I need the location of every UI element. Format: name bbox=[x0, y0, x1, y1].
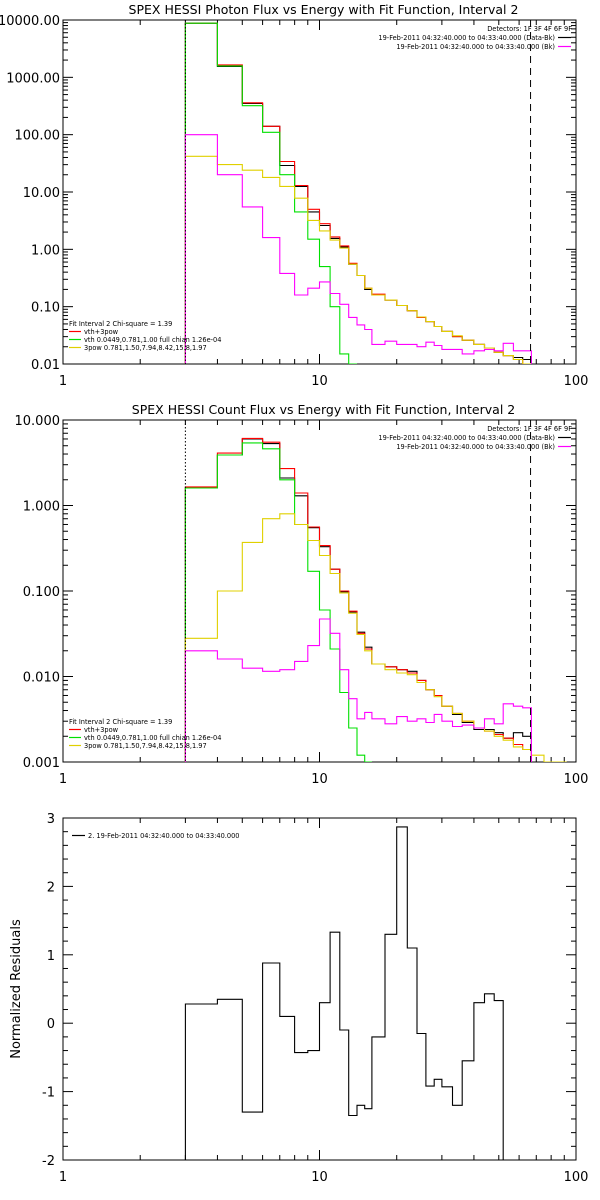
series-vth-3pow bbox=[184, 22, 532, 364]
series-3pow bbox=[184, 513, 567, 762]
y-tick-label: -1 bbox=[42, 1086, 55, 1101]
x-tick-label: 10 bbox=[311, 374, 328, 389]
legend-top-left: 2. 19-Feb-2011 04:32:40.000 to 04:33:40.… bbox=[72, 832, 240, 840]
series-data-bk bbox=[184, 22, 532, 364]
y-tick-label: 1.000 bbox=[23, 500, 60, 515]
y-tick-label: 10.00 bbox=[23, 186, 60, 201]
x-tick-label: 100 bbox=[564, 772, 589, 787]
series-3pow bbox=[184, 155, 532, 364]
series-group bbox=[184, 22, 532, 364]
x-tick-label: 100 bbox=[564, 1170, 589, 1185]
legend-detectors: Detectors: 1F 3F 4F 6F 9F bbox=[487, 25, 572, 33]
y-axis-label: Normalized Residuals bbox=[9, 919, 24, 1059]
y-axis: -2 -1 0 1 2 3 bbox=[42, 812, 576, 1169]
x-tick-label: 1 bbox=[59, 1170, 67, 1185]
legend-entry-label: vth 0.0449,0.781,1.00 full chian 1.26e-0… bbox=[84, 336, 221, 344]
legend-bottom-left: Fit Interval 2 Chi-square = 1.39vth+3pow… bbox=[69, 320, 221, 352]
y-tick-label: 10000.00 bbox=[0, 14, 60, 29]
legend-entry-label: 2. 19-Feb-2011 04:32:40.000 to 04:33:40.… bbox=[88, 832, 240, 840]
y-tick-label: 0.10 bbox=[31, 301, 60, 316]
y-axis: 0.01 0.10 1.00 10.00 100.00 1000.00 10000.00 bbox=[0, 14, 576, 373]
y-tick-label: 100.00 bbox=[15, 129, 61, 144]
y-axis: 0.001 0.010 0.100 1.000 10.000 bbox=[15, 414, 576, 771]
chart-title: SPEX HESSI Photon Flux vs Energy with Fi… bbox=[129, 2, 519, 17]
y-tick-label: 3 bbox=[47, 812, 55, 827]
x-tick-label: 10 bbox=[311, 1170, 328, 1185]
x-axis: 1 10 100 bbox=[59, 818, 589, 1185]
y-tick-label: 10.000 bbox=[15, 414, 61, 429]
y-tick-label: 0.010 bbox=[23, 671, 60, 686]
series-2-19-feb-2011-04-32-40-000-to-04-33-40-000 bbox=[184, 826, 504, 1160]
legend-entry-label: 19-Feb-2011 04:32:40.000 to 04:33:40.000… bbox=[378, 434, 555, 442]
legend-entry-label: 3pow 0.781,1.50,7.94,8.42,15.8,1.97 bbox=[84, 742, 207, 750]
y-tick-label: 0.01 bbox=[31, 358, 60, 373]
legend-entry-label: 19-Feb-2011 04:32:40.000 to 04:33:40.000… bbox=[396, 443, 555, 451]
y-tick-label: 1 bbox=[47, 949, 55, 964]
x-tick-label: 1 bbox=[59, 772, 67, 787]
y-tick-label: -2 bbox=[42, 1154, 55, 1169]
x-tick-label: 100 bbox=[564, 374, 589, 389]
legend-entry-label: vth 0.0449,0.781,1.00 full chian 1.26e-0… bbox=[84, 734, 221, 742]
legend-fit-header: Fit Interval 2 Chi-square = 1.39 bbox=[69, 320, 172, 328]
legend-entry-label: vth+3pow bbox=[84, 328, 119, 336]
y-tick-label: 0.100 bbox=[23, 585, 60, 600]
y-tick-label: 2 bbox=[47, 880, 55, 895]
series-group bbox=[184, 826, 504, 1160]
x-tick-label: 10 bbox=[311, 772, 328, 787]
legend-entry-label: vth+3pow bbox=[84, 726, 119, 734]
series-data-bk bbox=[184, 438, 532, 762]
series-bk bbox=[184, 134, 532, 364]
legend-entry-label: 19-Feb-2011 04:32:40.000 to 04:33:40.000… bbox=[396, 43, 555, 51]
series-vth-3pow bbox=[184, 437, 532, 762]
chart-panel-3: 1 10 100 -2 -1 0 1 2 3 Normalized Residuals 2. 19-… bbox=[9, 812, 588, 1185]
y-tick-label: 1000.00 bbox=[6, 71, 60, 86]
x-tick-label: 1 bbox=[59, 374, 67, 389]
legend-bottom-left: Fit Interval 2 Chi-square = 1.39vth+3pow… bbox=[69, 718, 221, 750]
series-group bbox=[184, 437, 567, 762]
chart-title: SPEX HESSI Count Flux vs Energy with Fit… bbox=[132, 402, 515, 417]
series-vth bbox=[184, 442, 372, 762]
x-axis: 1 10 100 bbox=[59, 420, 589, 787]
plot-frame bbox=[62, 817, 577, 1161]
legend-detectors: Detectors: 1F 3F 4F 6F 9F bbox=[487, 425, 572, 433]
y-tick-label: 1.00 bbox=[31, 243, 60, 258]
legend-entry-label: 19-Feb-2011 04:32:40.000 to 04:33:40.000… bbox=[378, 34, 555, 42]
plot-frame bbox=[62, 19, 577, 365]
chart-panel-2: SPEX HESSI Count Flux vs Energy with Fit… bbox=[15, 402, 589, 787]
series-vth bbox=[184, 22, 357, 364]
legend-fit-header: Fit Interval 2 Chi-square = 1.39 bbox=[69, 718, 172, 726]
series-bk bbox=[184, 618, 532, 762]
chart-panel-1: SPEX HESSI Photon Flux vs Energy with Fi… bbox=[0, 2, 588, 389]
y-tick-label: 0 bbox=[47, 1017, 55, 1032]
y-tick-label: 0.001 bbox=[23, 756, 60, 771]
legend-entry-label: 3pow 0.781,1.50,7.94,8.42,15.8,1.97 bbox=[84, 344, 207, 352]
x-axis: 1 10 100 bbox=[59, 20, 589, 389]
